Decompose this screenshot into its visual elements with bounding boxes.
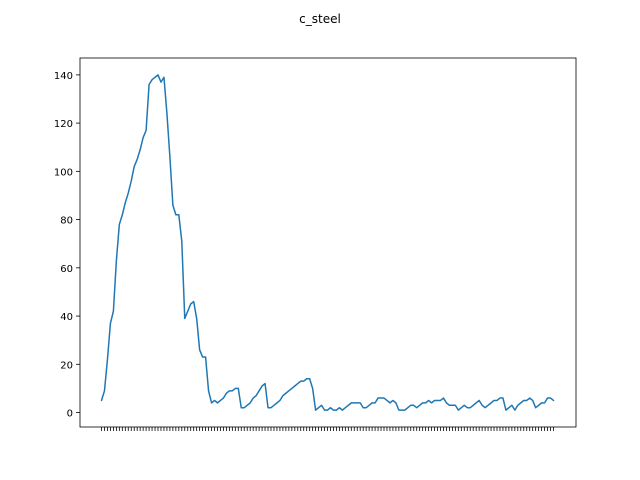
- y-tick-label: 140: [54, 71, 73, 82]
- series-line: [100, 74, 555, 411]
- y-tick-label: 0: [67, 409, 73, 420]
- y-tick-label: 120: [54, 119, 73, 130]
- y-axis: 0 20 40 60 80 100 120 140: [54, 71, 80, 420]
- y-tick-label: 20: [60, 360, 73, 371]
- y-tick-label: 80: [60, 216, 73, 227]
- plot-frame: [79, 57, 577, 428]
- y-tick-label: 60: [60, 264, 73, 275]
- y-tick-label: 40: [60, 312, 73, 323]
- x-axis: [101, 427, 554, 431]
- y-tick-label: 100: [54, 167, 73, 178]
- chart-title: c_steel: [299, 12, 341, 26]
